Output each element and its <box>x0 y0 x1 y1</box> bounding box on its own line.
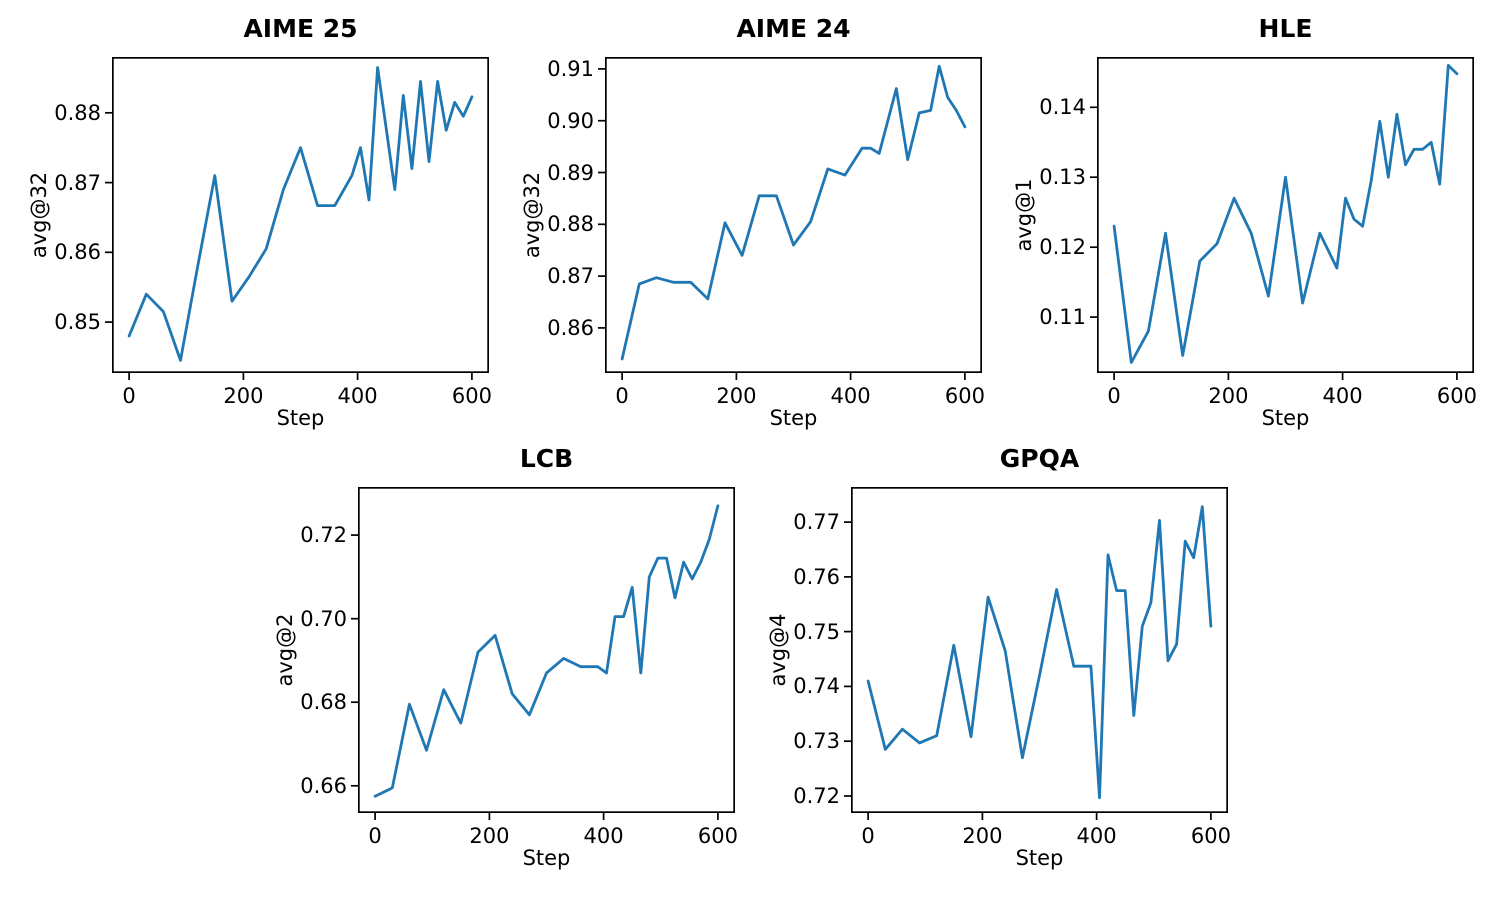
y-axis-label: avg@1 <box>1012 178 1036 252</box>
y-tick-label: 0.66 <box>300 773 347 798</box>
y-tick-label: 0.77 <box>793 510 840 535</box>
x-tick-label: 400 <box>1076 824 1117 848</box>
x-tick-label: 400 <box>337 384 378 408</box>
y-tick-label: 0.86 <box>54 240 101 265</box>
y-axis-label: avg@32 <box>27 171 51 259</box>
axes-spines <box>112 57 489 373</box>
x-axis-label: Step <box>276 406 325 430</box>
y-axis-label: avg@2 <box>273 613 297 687</box>
chart-lcb: LCB avg@2 Step 0 200 400 600 0.66 0.68 0.70 0.7… <box>273 444 738 870</box>
y-tick-label: 0.13 <box>1039 165 1086 190</box>
y-axis-label: avg@4 <box>766 613 790 687</box>
x-tick-label: 200 <box>1208 384 1249 408</box>
y-tick-label: 0.88 <box>547 212 594 237</box>
plot-area <box>1090 57 1474 380</box>
x-tick-label: 600 <box>697 824 738 848</box>
y-tick-label: 0.75 <box>793 619 840 644</box>
y-tick-label: 0.74 <box>793 674 840 699</box>
x-tick-label: 600 <box>944 384 985 408</box>
y-tick-label: 0.14 <box>1039 95 1086 120</box>
series-line <box>1112 63 1459 364</box>
y-tick-label: 0.85 <box>54 310 101 335</box>
y-tick-label: 0.91 <box>547 56 594 81</box>
plot-area <box>105 57 489 380</box>
y-tick-label: 0.72 <box>300 523 347 548</box>
chart-title: AIME 24 <box>736 14 851 44</box>
x-tick-label: 0 <box>122 384 136 408</box>
axes-background <box>1097 57 1474 373</box>
x-axis-label: Step <box>769 406 818 430</box>
plot-area <box>844 487 1228 820</box>
y-tick-label: 0.89 <box>547 160 594 185</box>
x-tick-label: 400 <box>1322 384 1363 408</box>
x-tick-label: 200 <box>469 824 510 848</box>
y-tick-label: 0.86 <box>547 315 594 340</box>
y-tick-label: 0.68 <box>300 690 347 715</box>
y-axis-label: avg@32 <box>520 171 544 259</box>
axes-background <box>358 487 735 813</box>
x-tick-label: 200 <box>962 824 1003 848</box>
series-line <box>373 504 720 798</box>
chart-aime-24: AIME 24 avg@32 Step 0 200 400 600 0.86 0.87 0.… <box>520 14 985 430</box>
x-axis-label: Step <box>1015 846 1064 870</box>
x-axis-label: Step <box>1261 406 1310 430</box>
axes-background <box>112 57 489 373</box>
x-tick-label: 0 <box>1107 384 1121 408</box>
plot-area <box>598 57 982 380</box>
x-tick-label: 0 <box>615 384 629 408</box>
y-tick-label: 0.76 <box>793 564 840 589</box>
plot-area <box>351 487 735 820</box>
chart-title: GPQA <box>999 444 1080 474</box>
chart-title: LCB <box>519 444 574 474</box>
axes-spines <box>851 487 1228 813</box>
axes-background <box>605 57 982 373</box>
axes-spines <box>605 57 982 373</box>
y-tick-label: 0.87 <box>54 170 101 195</box>
axes-spines <box>1097 57 1474 373</box>
chart-hle: HLE avg@1 Step 0 200 400 600 0.11 0.12 0.13 0.1… <box>1012 14 1477 430</box>
x-axis-label: Step <box>522 846 571 870</box>
y-tick-label: 0.70 <box>300 606 347 631</box>
y-tick-label: 0.11 <box>1039 305 1086 330</box>
series-line <box>127 66 474 362</box>
y-tick-label: 0.90 <box>547 108 594 133</box>
axes-spines <box>358 487 735 813</box>
y-tick-label: 0.73 <box>793 729 840 754</box>
chart-title: AIME 25 <box>243 14 358 44</box>
x-tick-label: 400 <box>830 384 871 408</box>
x-tick-label: 0 <box>368 824 382 848</box>
x-tick-label: 600 <box>451 384 492 408</box>
y-tick-label: 0.72 <box>793 784 840 808</box>
x-tick-label: 200 <box>716 384 757 408</box>
x-tick-label: 600 <box>1190 824 1231 848</box>
y-tick-label: 0.88 <box>54 100 101 125</box>
chart-aime-25: AIME 25 avg@32 Step 0 200 400 600 0.85 0.86 0.… <box>27 14 492 430</box>
y-tick-label: 0.12 <box>1039 235 1086 260</box>
series-line <box>866 505 1213 800</box>
chart-gpqa: GPQA avg@4 Step 0 200 400 600 0.72 0.73 0.74 0.… <box>766 444 1231 870</box>
axes-background <box>851 487 1228 813</box>
x-tick-label: 200 <box>223 384 264 408</box>
y-tick-label: 0.87 <box>547 264 594 289</box>
series-line <box>620 64 967 361</box>
chart-title: HLE <box>1258 14 1313 44</box>
x-tick-label: 400 <box>583 824 624 848</box>
x-tick-label: 0 <box>861 824 875 848</box>
x-tick-label: 600 <box>1436 384 1477 408</box>
